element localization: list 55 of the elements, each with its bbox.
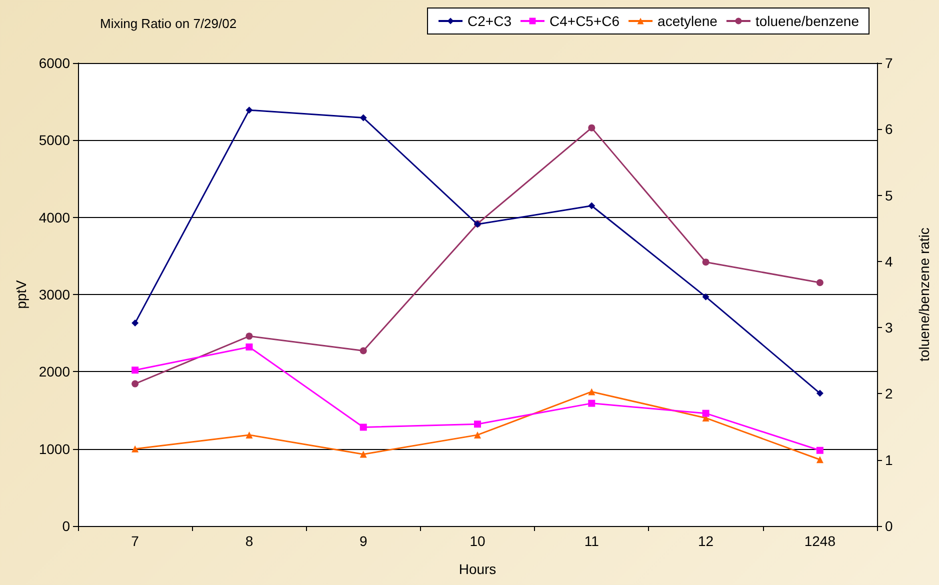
point bbox=[246, 332, 253, 340]
y-tick-label: 0 bbox=[62, 518, 70, 534]
point bbox=[246, 106, 253, 114]
y2-tick-label: 4 bbox=[885, 253, 893, 270]
y2-tick-label: 3 bbox=[885, 320, 893, 336]
y-tick-label: 5000 bbox=[38, 132, 70, 148]
point bbox=[588, 202, 596, 210]
y-axis-title: pptV bbox=[12, 279, 29, 309]
y-tick-label: 1000 bbox=[38, 440, 70, 457]
x-tick-label: 7 bbox=[131, 533, 140, 549]
point bbox=[474, 420, 481, 428]
point bbox=[132, 445, 139, 452]
point bbox=[588, 124, 596, 132]
point bbox=[474, 431, 481, 438]
point bbox=[588, 388, 596, 396]
y-tick-label: 6000 bbox=[38, 55, 70, 71]
legend-label: toluene/benzene bbox=[755, 13, 860, 29]
point bbox=[360, 424, 367, 431]
y2-tick-label: 2 bbox=[885, 386, 893, 402]
y2-tick-label: 6 bbox=[885, 121, 893, 138]
y2-tick-label: 0 bbox=[885, 518, 893, 534]
legend-label: acetylene bbox=[658, 13, 718, 29]
y-tick-label: 4000 bbox=[38, 209, 70, 226]
point bbox=[816, 390, 824, 397]
y-tick-label: 3000 bbox=[38, 286, 70, 302]
point bbox=[246, 343, 253, 350]
x-tick-label: 9 bbox=[359, 533, 368, 549]
point bbox=[132, 366, 139, 374]
point bbox=[360, 114, 367, 122]
x-tick-label: 11 bbox=[584, 533, 600, 549]
point bbox=[816, 279, 824, 286]
point bbox=[132, 380, 139, 388]
y-tick-label: 2000 bbox=[38, 364, 70, 380]
legend-label: C2+C3 bbox=[468, 13, 512, 29]
x-tick-label: 10 bbox=[470, 533, 486, 549]
legend-label: C4+C5+C6 bbox=[549, 13, 620, 29]
point bbox=[816, 456, 824, 464]
point bbox=[132, 320, 139, 327]
point bbox=[588, 400, 596, 407]
x-axis-title: Hours bbox=[458, 561, 496, 577]
x-tick-label: 1248 bbox=[804, 533, 836, 549]
point bbox=[702, 258, 710, 266]
point bbox=[816, 446, 824, 454]
point bbox=[360, 450, 367, 458]
x-tick-label: 8 bbox=[245, 533, 254, 549]
y2-axis-title: toluene/benzene ratic bbox=[916, 228, 932, 362]
point bbox=[360, 347, 367, 354]
point bbox=[246, 431, 253, 438]
chart-title: Mixing Ratio on 7/29/02 bbox=[100, 16, 237, 31]
y2-tick-label: 1 bbox=[885, 452, 893, 468]
y2-tick-label: 5 bbox=[885, 187, 893, 204]
point bbox=[702, 410, 710, 417]
point bbox=[702, 293, 710, 300]
y2-tick-label: 7 bbox=[885, 55, 893, 71]
x-tick-label: 12 bbox=[698, 533, 714, 549]
